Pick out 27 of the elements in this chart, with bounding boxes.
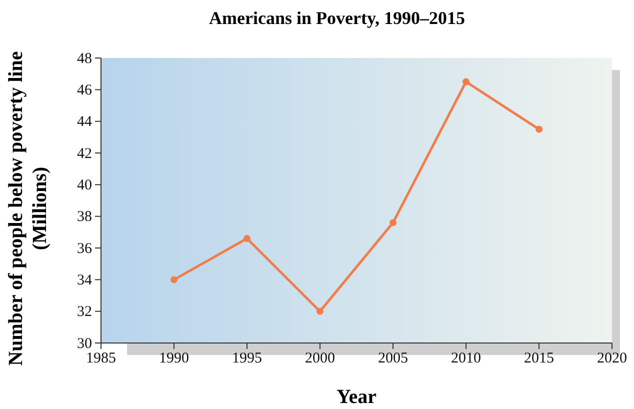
y-tick-label: 36 [77, 240, 92, 257]
x-tick-label: 1990 [159, 350, 189, 367]
y-tick-label: 44 [77, 114, 92, 130]
point [390, 219, 396, 226]
x-tick-label: 2015 [524, 350, 554, 367]
x-tick-label: 1985 [86, 350, 116, 367]
y-tick-label: 32 [77, 304, 92, 320]
x-tick-label: 2020 [597, 350, 627, 367]
x-axis-title: Year [336, 386, 377, 408]
x-tick-label: 2005 [378, 350, 408, 367]
y-axis-title: Number of people below poverty line (Millions) [5, 51, 51, 366]
y-tick-label: 34 [77, 272, 92, 288]
y-tick-label: 30 [77, 336, 92, 352]
point [462, 78, 470, 86]
point [316, 308, 324, 315]
point [244, 235, 250, 242]
y-tick-label: 38 [77, 209, 92, 226]
x-tick-label: 2010 [451, 350, 481, 367]
y-tick-label: 48 [77, 50, 92, 67]
chart-title: Americans in Poverty, 1990–2015 [209, 8, 465, 28]
x-tick-label: 2000 [305, 350, 335, 367]
point [170, 276, 178, 284]
y-tick-label: 46 [77, 82, 92, 98]
y-tick-label: 42 [77, 146, 92, 162]
point [536, 126, 542, 133]
y-tick-label: 40 [77, 177, 92, 194]
x-tick-label: 1995 [232, 350, 262, 367]
